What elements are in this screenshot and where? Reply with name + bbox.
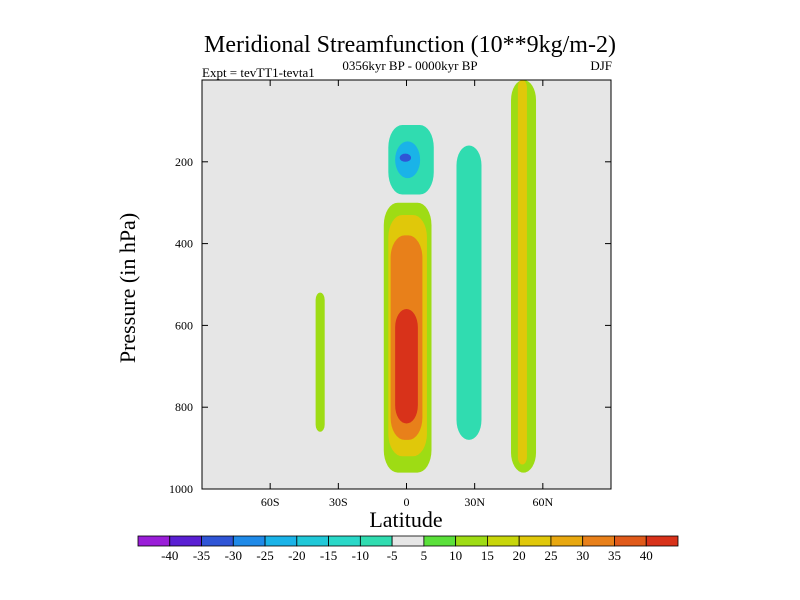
colorbar-box xyxy=(201,535,234,547)
x-tick-label: 60S xyxy=(261,495,280,509)
colorbar-label: 20 xyxy=(513,548,526,563)
colorbar-box xyxy=(328,535,361,547)
colorbar-box xyxy=(264,535,298,547)
colorbar-label: -40 xyxy=(161,548,178,563)
colorbar-box xyxy=(423,535,457,547)
colorbar-label: -25 xyxy=(256,548,273,563)
chart-title: Meridional Streamfunction (10**9kg/m-2) xyxy=(204,32,616,58)
x-axis-label: Latitude xyxy=(369,507,442,532)
x-tick-label: 30S xyxy=(329,495,348,509)
contour-cell-20s-positive-core xyxy=(395,309,418,424)
y-tick-label: 400 xyxy=(175,237,193,251)
period-label: 0356kyr BP - 0000kyr BP xyxy=(342,58,477,73)
colorbar-box xyxy=(296,535,329,547)
y-tick-label: 800 xyxy=(175,400,193,414)
contour-nh-polar-positive-20 xyxy=(517,80,527,465)
colorbar-label: 30 xyxy=(576,548,589,563)
colorbar-label: -30 xyxy=(225,548,242,563)
y-tick-label: 600 xyxy=(175,318,193,332)
colorbar-label: 25 xyxy=(544,548,557,563)
y-tick-label: 1000 xyxy=(169,482,193,496)
colorbar-label: -10 xyxy=(352,548,369,563)
colorbar-box xyxy=(455,535,488,547)
colorbar-box xyxy=(582,535,615,547)
colorbar-box xyxy=(137,535,171,547)
x-tick-label: 60N xyxy=(532,495,553,509)
plot-area: 60S 30S 0 30N 60N 200 400 600 800 1000 xyxy=(169,79,612,509)
colorbar: -40 -35 -30 -25 -20 -15 -10 -5 5 10 15 20 25 30 35 40 xyxy=(137,535,679,563)
colorbar-box xyxy=(614,535,647,547)
colorbar-label: 40 xyxy=(640,548,653,563)
colorbar-box xyxy=(550,535,584,547)
contour-sh-thin-negative-1 xyxy=(229,80,234,408)
experiment-label: Expt = tevTT1-tevta1 xyxy=(202,65,315,80)
contour-nh-ferrel-negative xyxy=(456,145,482,440)
colorbar-box xyxy=(359,535,393,547)
contour-sh-thin-negative-2 xyxy=(254,80,266,457)
colorbar-box xyxy=(487,535,520,547)
x-tick-label: 0 xyxy=(404,495,410,509)
contour-fill-layer xyxy=(229,80,537,473)
colorbar-box xyxy=(169,535,202,547)
colorbar-label: -20 xyxy=(288,548,305,563)
colorbar-label: 15 xyxy=(481,548,494,563)
colorbar-box xyxy=(232,535,266,547)
x-axis-ticks: 60S 30S 0 30N 60N xyxy=(261,80,553,509)
colorbar-box xyxy=(518,535,552,547)
colorbar-label: -35 xyxy=(193,548,210,563)
colorbar-box xyxy=(391,535,425,547)
colorbar-label: -5 xyxy=(387,548,398,563)
season-label: DJF xyxy=(590,58,612,73)
y-axis-ticks: 200 400 600 800 1000 xyxy=(169,155,611,496)
x-tick-label: 30N xyxy=(464,495,485,509)
colorbar-label: 10 xyxy=(449,548,462,563)
colorbar-label: 35 xyxy=(608,548,621,563)
y-axis-label: Pressure (in hPa) xyxy=(115,213,140,363)
colorbar-label: -15 xyxy=(320,548,337,563)
contour-upper-negative-core xyxy=(399,153,412,162)
contour-sh-weak-positive xyxy=(315,292,325,432)
y-tick-label: 200 xyxy=(175,155,193,169)
colorbar-label: 5 xyxy=(421,548,428,563)
colorbar-box xyxy=(645,535,679,547)
